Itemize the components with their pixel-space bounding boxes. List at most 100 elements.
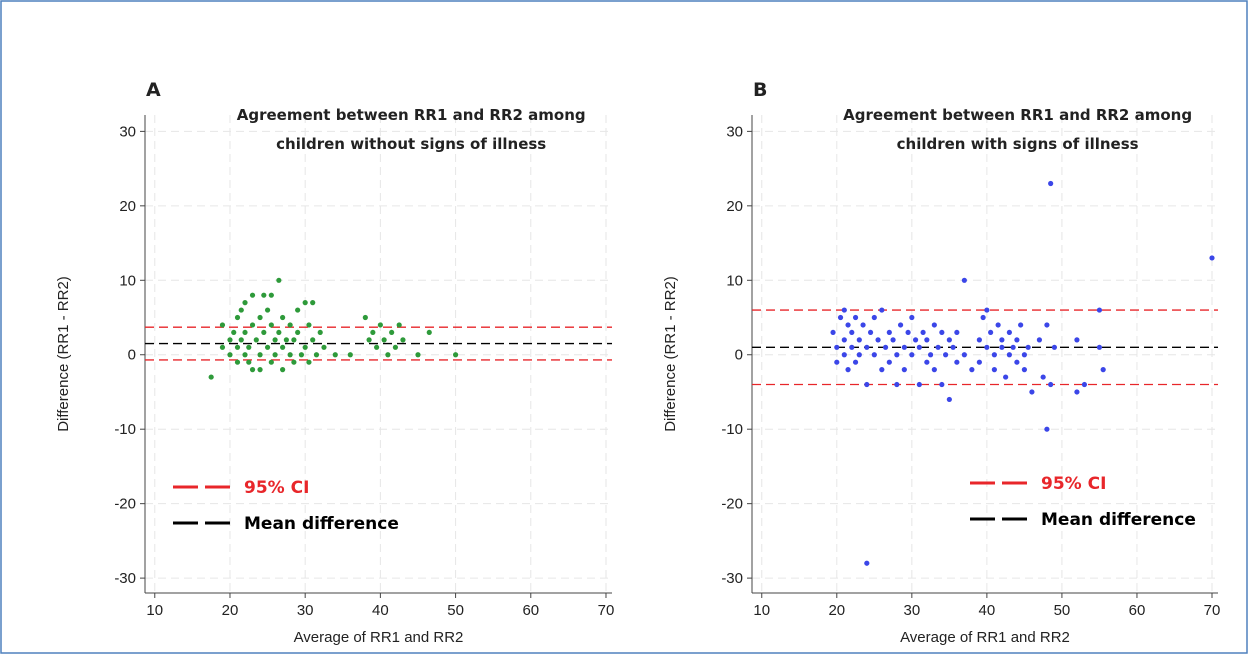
data-point [867, 329, 874, 336]
data-point [864, 381, 870, 388]
x-axis-label: Average of RR1 and RR2 [900, 629, 1070, 646]
chart-title: children with signs of illness [897, 135, 1139, 153]
data-point [321, 344, 327, 350]
data-point [208, 374, 214, 380]
data-point [988, 329, 994, 336]
y-tick-label: 30 [726, 123, 743, 140]
data-point [234, 314, 241, 321]
data-point [1048, 381, 1054, 388]
data-point [272, 352, 278, 358]
data-point [871, 314, 877, 321]
data-point [1081, 381, 1088, 388]
chart-title: Agreement between RR1 and RR2 among [843, 106, 1192, 124]
data-point [238, 307, 244, 313]
data-point [1010, 344, 1016, 350]
data-point [999, 344, 1005, 350]
data-point [984, 344, 990, 350]
data-point [905, 329, 911, 336]
data-point [995, 322, 1001, 328]
data-point [1036, 337, 1043, 343]
data-point [347, 352, 353, 358]
x-axis-label: Average of RR1 and RR2 [294, 629, 464, 646]
data-point [924, 359, 930, 365]
data-point [886, 359, 892, 365]
data-point [1006, 329, 1012, 336]
data-point [909, 352, 915, 358]
legend-label: Mean difference [1041, 510, 1196, 530]
data-point [306, 359, 312, 365]
x-tick-label: 60 [522, 602, 539, 619]
data-point [954, 359, 960, 365]
data-point [313, 352, 320, 358]
data-point [886, 329, 892, 336]
data-point [287, 352, 293, 358]
y-tick-label: 0 [735, 347, 743, 364]
panel-label: B [753, 79, 767, 101]
data-point [897, 322, 904, 328]
data-point [366, 337, 372, 343]
x-tick-label: 50 [447, 602, 464, 619]
data-point [1025, 344, 1031, 350]
y-tick-label: 30 [119, 123, 136, 140]
data-point [856, 337, 862, 343]
data-point [837, 314, 844, 321]
data-point [381, 337, 387, 343]
data-point [939, 329, 945, 336]
data-point [882, 344, 889, 350]
data-point [1014, 359, 1020, 365]
data-point [257, 314, 263, 321]
data-point [834, 344, 840, 350]
data-point [924, 337, 930, 343]
data-point [1021, 352, 1027, 358]
data-point [374, 344, 380, 350]
data-point [295, 329, 301, 336]
x-tick-label: 30 [903, 602, 920, 619]
data-point [238, 337, 244, 343]
data-point [916, 344, 922, 350]
y-tick-label: 10 [726, 272, 743, 289]
data-point [272, 337, 278, 343]
data-point [845, 322, 851, 328]
data-point [392, 344, 399, 350]
data-point [298, 352, 305, 358]
data-point [227, 337, 233, 343]
x-tick-label: 50 [1054, 602, 1071, 619]
data-point [849, 329, 855, 336]
data-point [246, 359, 252, 365]
data-point [219, 322, 226, 328]
x-tick-label: 70 [1204, 602, 1221, 619]
data-point [1209, 255, 1215, 261]
data-point [1096, 344, 1103, 350]
y-tick-label: -30 [114, 570, 136, 587]
x-tick-label: 20 [828, 602, 845, 619]
data-point [943, 352, 949, 358]
y-tick-label: -20 [114, 496, 136, 513]
data-point [909, 314, 915, 321]
data-point [257, 367, 263, 373]
data-point [234, 344, 241, 350]
x-tick-label: 40 [372, 602, 389, 619]
data-point [961, 277, 967, 283]
data-point [227, 352, 233, 358]
data-point [931, 367, 937, 373]
y-tick-label: 10 [119, 272, 136, 289]
data-point [860, 322, 866, 328]
data-point [280, 344, 286, 350]
x-tick-label: 20 [222, 602, 239, 619]
chart-title: Agreement between RR1 and RR2 among [237, 106, 586, 124]
data-point [961, 352, 967, 358]
y-axis-label: Difference (RR1 - RR2) [662, 276, 679, 432]
data-point [287, 322, 293, 328]
data-point [280, 314, 286, 321]
y-tick-label: -10 [721, 421, 743, 438]
data-point [1051, 344, 1058, 350]
data-point [310, 300, 316, 306]
data-point [1100, 367, 1106, 373]
data-point [242, 300, 248, 306]
data-point [291, 337, 297, 343]
data-point [370, 329, 376, 336]
data-point [845, 367, 851, 373]
data-point [1029, 389, 1035, 395]
legend-label: Mean difference [244, 514, 399, 534]
